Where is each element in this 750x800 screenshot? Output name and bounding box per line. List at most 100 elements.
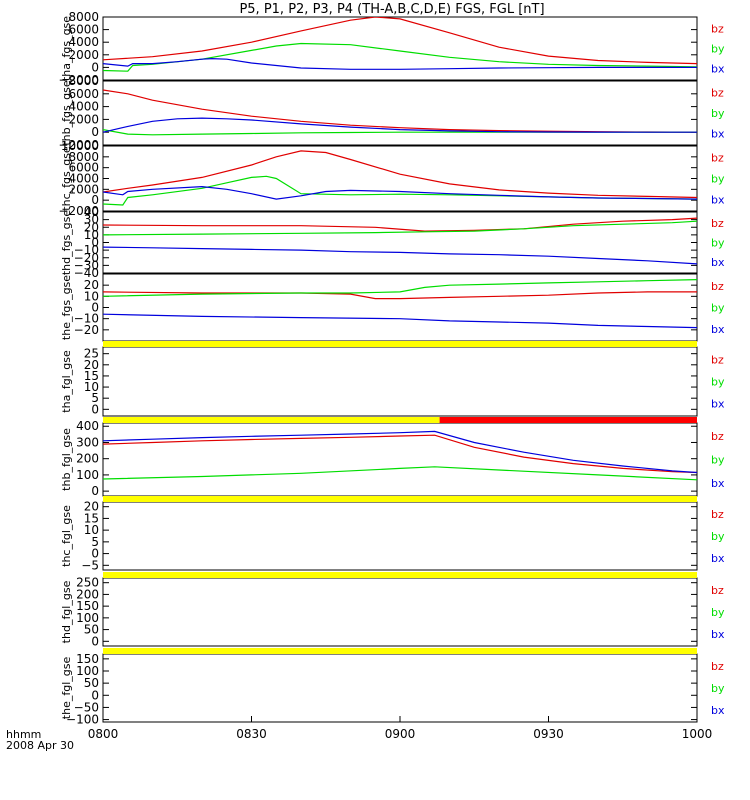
y-tick-label: 0 [91, 402, 99, 416]
series-bx [103, 430, 697, 474]
status-bar-segment [439, 417, 697, 423]
series-bz [103, 150, 697, 199]
status-bar-segment [103, 648, 697, 654]
y-tick-label: −50 [74, 700, 99, 714]
legend-bz: bz [711, 280, 724, 293]
y-axis-label: tha_fgl_gse [60, 350, 73, 413]
panel-thb_fgl_gse: 400 300 200 100 0 thb_fgl_gse bz by bx [60, 419, 725, 498]
y-axis-label: thb_fgl_gse [60, 428, 73, 491]
y-tick-label: −40 [74, 266, 99, 280]
y-axis-label: tha_fgs_gse [60, 16, 73, 81]
y-tick-label: 0 [91, 193, 99, 207]
series-by [103, 220, 697, 236]
y-tick-label: −20 [74, 251, 99, 265]
y-tick-label: 5 [91, 535, 99, 549]
legend-by: by [711, 173, 725, 186]
status-bar-segment [103, 496, 697, 502]
panel-frame [102, 211, 698, 274]
y-tick-label: 50 [84, 676, 99, 690]
legend-bx: bx [711, 256, 725, 269]
y-tick-label: 4000 [68, 35, 99, 49]
status-bar-segment [103, 572, 697, 578]
y-tick-label: −10 [74, 312, 99, 326]
series-bz [103, 434, 697, 474]
series-by [103, 279, 697, 297]
legend-by: by [711, 107, 725, 120]
y-tick-label: 6000 [68, 23, 99, 37]
chart-title: P5, P1, P2, P3, P4 (TH-A,B,C,D,E) FGS, F… [239, 2, 544, 17]
y-tick-label: 300 [76, 435, 99, 449]
series-bz [103, 89, 697, 133]
y-tick-label: 40 [84, 205, 99, 219]
legend-bz: bz [711, 508, 724, 521]
legend-by: by [711, 237, 725, 250]
legend-by: by [711, 454, 725, 467]
x-tick-label: 0830 [236, 727, 267, 741]
y-tick-label: 0 [91, 547, 99, 561]
legend-by: by [711, 682, 725, 695]
legend-bx: bx [711, 628, 725, 641]
y-tick-label: −10 [74, 243, 99, 257]
y-axis-label: the_fgl_gse [60, 657, 73, 720]
y-tick-label: 0 [91, 688, 99, 702]
legend-bx: bx [711, 398, 725, 411]
y-tick-label: 10000 [61, 139, 99, 153]
series-bx [103, 117, 697, 133]
legend-bx: bx [711, 193, 725, 206]
panel-frame [102, 422, 698, 497]
y-axis-label: thb_fgs_gse [60, 80, 73, 146]
x-axis-date-label: 2008 Apr 30 [6, 739, 74, 752]
y-tick-label: 100 [76, 611, 99, 625]
legend-bz: bz [711, 87, 724, 100]
panel-frame [102, 273, 698, 342]
y-tick-label: −20 [74, 323, 99, 337]
y-tick-label: 10 [84, 228, 99, 242]
y-tick-label: 6000 [68, 161, 99, 175]
y-tick-label: 10 [84, 289, 99, 303]
panel-frame [102, 80, 698, 146]
x-tick-label: 0800 [88, 727, 119, 741]
y-tick-label: 200 [76, 587, 99, 601]
y-tick-label: 200 [76, 452, 99, 466]
legend-by: by [711, 606, 725, 619]
legend-bz: bz [711, 660, 724, 673]
y-tick-label: 4000 [68, 100, 99, 114]
y-tick-label: 0 [91, 301, 99, 315]
y-tick-label: −2000 [58, 204, 99, 218]
x-tick-label: 0900 [385, 727, 416, 741]
legend-by: by [711, 376, 725, 389]
legend-bx: bx [711, 63, 725, 76]
y-tick-label: 15 [84, 511, 99, 525]
y-tick-label: 0 [91, 634, 99, 648]
y-tick-label: 20 [84, 220, 99, 234]
y-tick-label: 2000 [68, 48, 99, 62]
legend-bx: bx [711, 127, 725, 140]
series-by [103, 466, 697, 481]
legend-bz: bz [711, 430, 724, 443]
y-tick-label: 20 [84, 358, 99, 372]
x-axis-label: hhmm [6, 728, 41, 741]
y-tick-label: 8000 [68, 74, 99, 88]
series-by [103, 42, 697, 72]
legend-bz: bz [711, 584, 724, 597]
panel-frame [102, 346, 698, 417]
x-tick-label: 1000 [682, 727, 713, 741]
y-tick-label: 10 [84, 380, 99, 394]
y-axis-label: thd_fgs_gse [60, 210, 73, 276]
x-tick-label: 0930 [533, 727, 564, 741]
series-bz [103, 291, 697, 300]
legend-bz: bz [711, 353, 724, 366]
y-tick-label: 100 [76, 468, 99, 482]
panel-frame [102, 16, 698, 81]
series-bz [103, 217, 697, 232]
status-bar-segment [103, 341, 697, 347]
y-tick-label: 20 [84, 500, 99, 514]
x-axis: 0800 0830 0900 0930 1000 [88, 716, 713, 741]
